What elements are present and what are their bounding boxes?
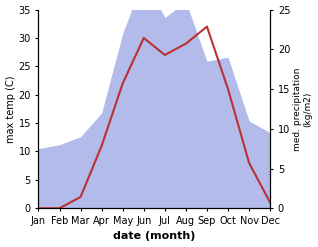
Y-axis label: max temp (C): max temp (C) [5,75,16,143]
X-axis label: date (month): date (month) [113,231,196,242]
Y-axis label: med. precipitation
(kg/m2): med. precipitation (kg/m2) [293,67,313,151]
